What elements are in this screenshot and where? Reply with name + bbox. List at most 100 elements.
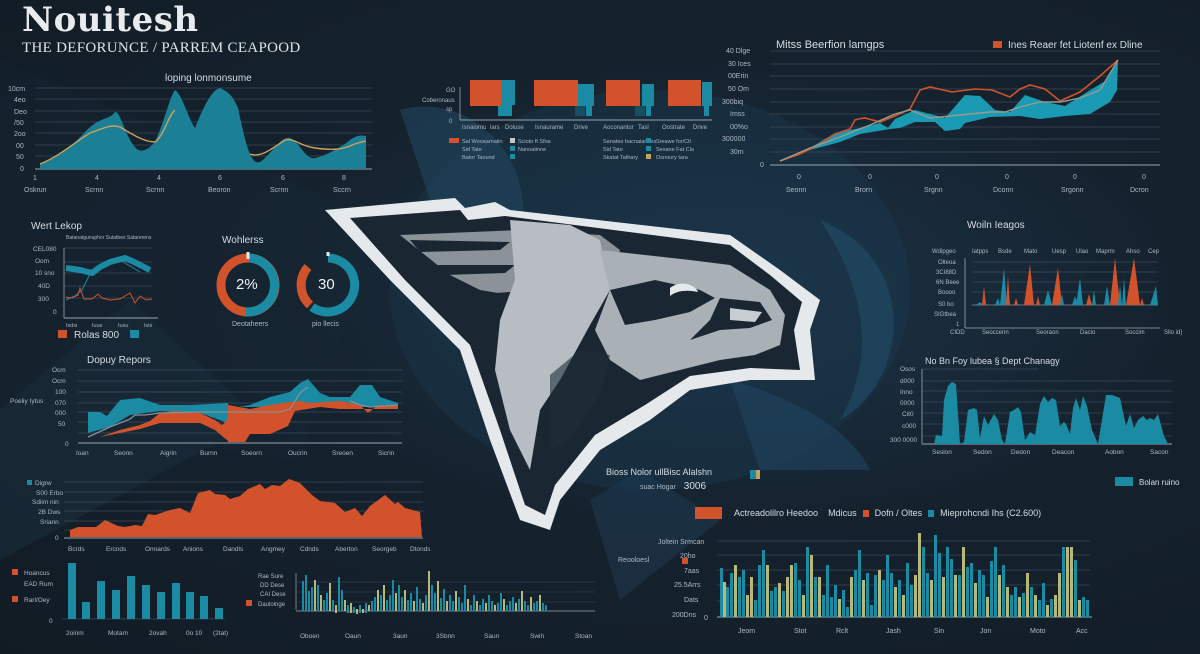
svg-text:Isdsi: Isdsi [66, 323, 77, 329]
svg-text:0: 0 [55, 535, 59, 542]
svg-text:Angmey: Angmey [261, 546, 286, 553]
chart-plot: 10cm 4eo Deo /50 2oo 00 50 0 1 4 4 6 6 8 Oskrun Sc… [8, 86, 372, 194]
legend-swatch-orange [58, 330, 67, 338]
svg-text:20ho: 20ho [680, 553, 696, 560]
svg-text:Sccrn: Sccrn [333, 187, 351, 194]
svg-text:Sin: Sin [934, 628, 944, 635]
svg-text:S00 Erbo: S00 Erbo [36, 490, 63, 497]
chart-bottom-mid-bars: Rae Sure DD Dese CAI Dese Dauloinge [240, 565, 600, 654]
svg-text:0: 0 [1073, 174, 1077, 181]
svg-text:(2tat): (2tat) [213, 630, 228, 637]
svg-text:Brorn: Brorn [855, 187, 872, 194]
svg-text:0: 0 [1005, 174, 1009, 181]
svg-text:lars: lars [490, 125, 500, 131]
svg-text:Stoan: Stoan [575, 633, 592, 640]
svg-text:Moto: Moto [1030, 628, 1046, 635]
svg-text:Sicrin: Sicrin [378, 450, 395, 457]
svg-text:Sedon: Sedon [973, 449, 992, 456]
svg-text:0: 0 [449, 119, 453, 125]
chart-title: loping lonmonsume [165, 73, 252, 84]
svg-text:Soccim: Soccim [1125, 330, 1145, 336]
chart-top-center-bars: GO Coberonaus sp 0 Isnaiomu lars Doluse Isnau… [400, 60, 730, 170]
legend-swatch-orange [993, 41, 1002, 48]
svg-text:Scioto ft Sfoa: Scioto ft Sfoa [518, 139, 552, 145]
svg-text:Scrnn: Scrnn [270, 187, 288, 194]
donut-plots [216, 252, 360, 317]
svg-text:S0 bo: S0 bo [938, 302, 954, 308]
chart-top-right-area: Mitss Beerfion lamgps Ines Reaer fet Lio… [720, 30, 1200, 200]
svg-text:300: 300 [38, 296, 49, 303]
chart-orange-area: Digrw S00 Erbo Sdiim nin 2B Dws Sriann 0 Bc… [0, 470, 431, 560]
svg-text:Oskrun: Oskrun [24, 187, 47, 194]
svg-text:Iuus: Iuus [92, 323, 103, 329]
chart-bottom-left-bars: Hoancus EAD Rum Rarl/Oey 0 2oinm Motam 2ov… [0, 555, 240, 654]
svg-text:200Dns: 200Dns [672, 612, 697, 619]
annotation-subtitle-value: 3006 [683, 481, 707, 492]
svg-text:Osos: Osos [900, 366, 916, 373]
svg-text:Sreoen: Sreoen [332, 450, 353, 457]
svg-text:CAI Dese: CAI Dese [260, 592, 286, 598]
svg-text:Dandls: Dandls [223, 546, 244, 553]
svg-text:Imss: Imss [730, 111, 745, 118]
svg-text:Sid Tate: Sid Tate [462, 147, 482, 153]
legend-label: Mieprohcndi Ihs (C2.600) [940, 508, 1042, 518]
svg-text:Sllo id): Sllo id) [1164, 330, 1182, 336]
svg-text:Sid Tate: Sid Tate [603, 147, 623, 153]
svg-text:Burnn: Burnn [200, 450, 218, 457]
svg-text:6N Beee: 6N Beee [936, 280, 960, 286]
legend-label: Rolas 800 [74, 330, 120, 341]
svg-text:Oaun: Oaun [345, 633, 361, 640]
svg-text:Deacon: Deacon [1052, 449, 1075, 456]
legend-swatch-teal [129, 330, 139, 338]
svg-text:100: 100 [55, 389, 66, 396]
svg-text:0: 0 [65, 441, 69, 448]
svg-text:Uesp: Uesp [1052, 249, 1067, 255]
dashboard-title: Nouitesh [22, 0, 199, 40]
svg-text:c000: c000 [902, 423, 916, 430]
svg-text:Hoancus: Hoancus [24, 570, 50, 577]
chart-plot: Joltein Srmcan Reooloesl 20ho 7aas 25.5Arr… [618, 533, 1092, 635]
donut-2-caption: pio llecis [312, 321, 339, 328]
svg-text:DD Dese: DD Dese [260, 583, 285, 589]
svg-text:0: 0 [1142, 174, 1146, 181]
svg-text:Bcrds: Bcrds [68, 546, 85, 553]
legend-label: Mdicus [828, 508, 857, 518]
chart-plot: CEL080 Oom 10 sno 40D 300 0 Isdsi Iuus Iusu Is… [33, 246, 158, 329]
chart-plot: Rae Sure DD Dese CAI Dese Dauloinge [246, 571, 595, 640]
svg-text:Srgnn: Srgnn [924, 187, 943, 194]
legend-label: Dofn / Oltes [874, 508, 923, 518]
svg-text:Seorgeb: Seorgeb [372, 546, 397, 553]
svg-text:Digrw: Digrw [35, 480, 52, 487]
svg-text:Tasl: Tasl [638, 125, 649, 131]
svg-text:Anions: Anions [183, 546, 204, 553]
chart-title: Wert Lekop [31, 221, 82, 232]
chart-donuts: Wohlerss 2% 30 Deotaheers pio llecis [200, 230, 380, 340]
dashboard-subtitle: THE DEFORUNCE / PARREM CEAPOOD [22, 40, 301, 56]
svg-text:Dcron: Dcron [1130, 187, 1149, 194]
svg-text:300biq: 300biq [722, 99, 743, 106]
svg-text:SIGtbea: SIGtbea [934, 312, 957, 318]
svg-text:Oboen: Oboen [300, 633, 320, 640]
svg-text:Seoraon: Seoraon [1036, 330, 1059, 336]
svg-text:Sreawe for/Ctl: Sreawe for/Ctl [656, 139, 691, 145]
chart-legend: Rolas 800 [58, 330, 139, 341]
svg-text:7aas: 7aas [684, 568, 700, 575]
svg-text:0000: 0000 [900, 400, 915, 407]
legend-label: Bolan ruino [1139, 478, 1180, 487]
svg-text:0: 0 [797, 174, 801, 181]
svg-text:Reooloesl: Reooloesl [618, 557, 650, 564]
svg-text:Deo: Deo [14, 109, 27, 116]
svg-text:40D: 40D [38, 283, 50, 290]
donut-1-caption: Deotaheers [232, 321, 269, 328]
svg-text:00%o: 00%o [730, 124, 748, 131]
chart-plot: Digrw S00 Erbo Sdiim nin 2B Dws Sriann 0 Bc… [27, 479, 431, 553]
svg-text:0: 0 [935, 174, 939, 181]
svg-text:Iatpps: Iatpps [972, 249, 988, 255]
svg-text:Olteoa: Olteoa [938, 260, 956, 266]
svg-text:Jeom: Jeom [738, 628, 755, 635]
svg-text:Dacio: Dacio [1080, 330, 1096, 336]
svg-text:Inno: Inno [900, 389, 913, 396]
svg-text:300000: 300000 [722, 136, 745, 143]
svg-text:Oucrin: Oucrin [288, 450, 308, 457]
svg-text:Mato: Mato [1024, 249, 1038, 255]
